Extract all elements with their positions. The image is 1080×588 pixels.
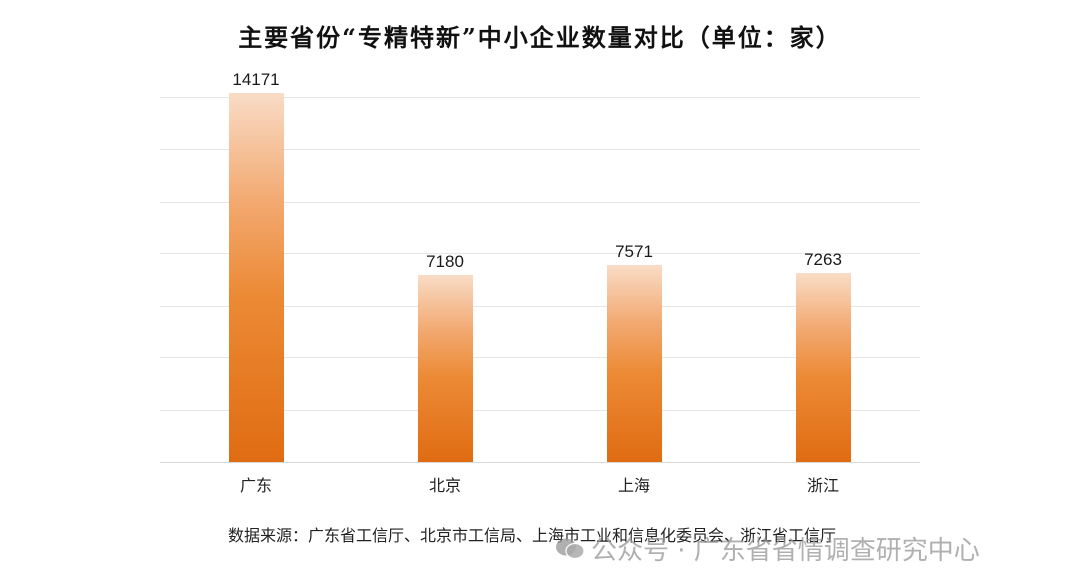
bar xyxy=(795,272,851,462)
bar-value-label: 14171 xyxy=(232,70,280,89)
category-label: 广东 xyxy=(239,476,272,495)
plot-area xyxy=(160,97,920,463)
data-source-note: 数据来源：广东省工信厅、北京市工信局、上海市工业和信息化委员会、浙江省工信厅 xyxy=(228,526,837,545)
gridline xyxy=(160,149,920,150)
gridline xyxy=(160,253,920,254)
wechat-icon xyxy=(555,537,585,561)
x-axis-baseline xyxy=(160,462,920,463)
watermark-text: 公众号 · 广东省省情调查研究中心 xyxy=(591,536,980,566)
gridline xyxy=(160,410,920,411)
bar-value-label: 7571 xyxy=(615,241,653,261)
gridline xyxy=(160,357,920,358)
gridline xyxy=(160,202,920,203)
category-label: 浙江 xyxy=(806,476,839,495)
category-label: 北京 xyxy=(428,476,461,495)
category-label: 上海 xyxy=(617,476,650,495)
bar xyxy=(228,93,284,462)
bar xyxy=(417,275,473,462)
watermark: 公众号 · 广东省省情调查研究中心 xyxy=(555,530,980,567)
bar xyxy=(606,264,662,462)
bar-value-label: 7180 xyxy=(426,252,464,272)
chart-title: 主要省份“专精特新”中小企业数量对比（单位：家） xyxy=(238,23,842,52)
bar-value-label: 7263 xyxy=(804,249,842,269)
gridline xyxy=(160,306,920,307)
gridline xyxy=(160,97,920,98)
